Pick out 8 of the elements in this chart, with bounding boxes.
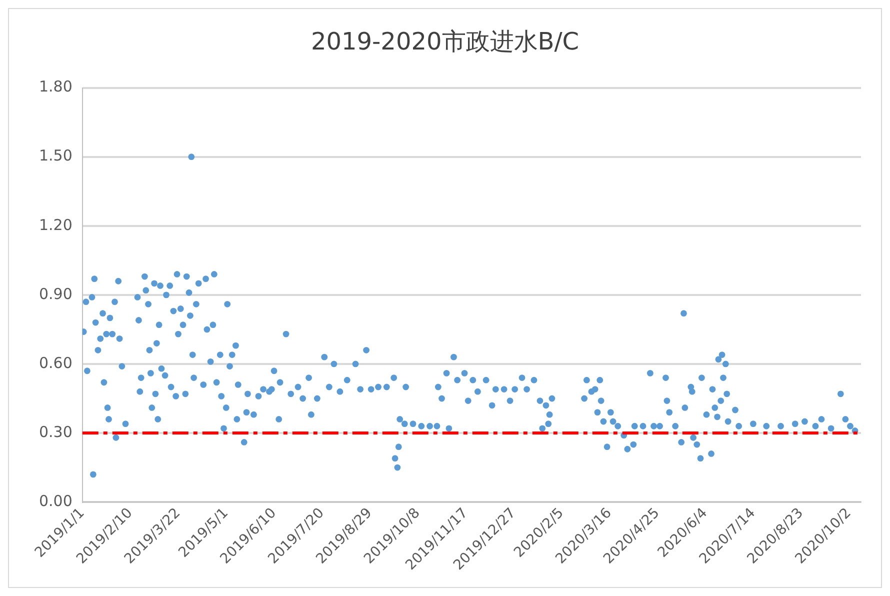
- y-tick-label: 1.50: [38, 146, 72, 165]
- y-tick-label: 0.00: [38, 492, 72, 510]
- y-tick-label: 1.20: [38, 216, 72, 234]
- y-tick-label: 0.30: [38, 422, 72, 441]
- y-tick-label: 0.60: [38, 354, 72, 372]
- y-tick-label: 1.80: [38, 78, 72, 96]
- chart-title: 2019-2020市政进水B/C: [310, 28, 580, 56]
- y-tick-label: 0.90: [38, 284, 72, 303]
